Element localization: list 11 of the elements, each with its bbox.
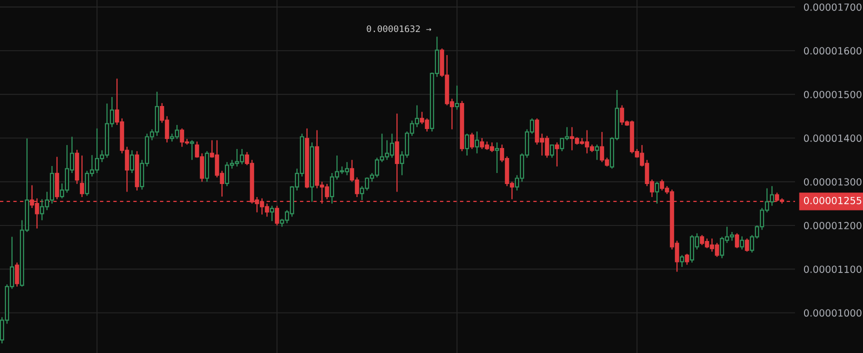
y-tick-label: 0.00001600	[804, 47, 862, 55]
y-tick-label: 0.00001300	[804, 178, 862, 186]
y-tick-label: 0.00001700	[804, 3, 862, 11]
ref-line-label: 0.00001255	[804, 196, 862, 204]
candlestick	[394, 113, 400, 192]
y-tick-label: 0.00001500	[804, 90, 862, 98]
y-tick-label: 0.00001400	[804, 134, 862, 142]
annotation: 0.00001632 →	[366, 25, 432, 32]
y-tick-label: 0.00001000	[804, 309, 862, 317]
y-tick-label: 0.00001100	[804, 266, 862, 273]
y-tick-label: 0.00001200	[804, 222, 862, 230]
